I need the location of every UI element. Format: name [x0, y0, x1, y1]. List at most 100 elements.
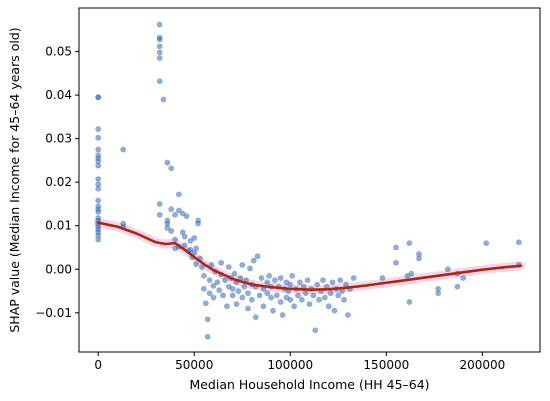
- scatter-point: [310, 292, 317, 299]
- scatter-point: [95, 162, 102, 169]
- scatter-point: [216, 287, 223, 294]
- y-tick-label: −0.01: [35, 306, 72, 320]
- scatter-point: [229, 285, 236, 292]
- scatter-point: [95, 176, 102, 183]
- scatter-point: [156, 78, 163, 85]
- scatter-point: [321, 294, 328, 301]
- scatter-point: [222, 277, 228, 284]
- scatter-point: [264, 290, 271, 297]
- x-axis-ticks: 0 50000 100000 150000 200000: [94, 352, 505, 372]
- y-tick-label: 0.01: [45, 219, 72, 233]
- scatter-point: [416, 255, 422, 262]
- scatter-point: [95, 197, 102, 204]
- scatter-point: [331, 307, 338, 314]
- scatter-point: [454, 283, 461, 290]
- scatter-point: [231, 270, 238, 277]
- scatter-point: [200, 285, 207, 292]
- scatter-point: [156, 49, 163, 56]
- scatter-point: [156, 43, 163, 50]
- scatter-point: [164, 224, 171, 231]
- scatter-point: [252, 314, 259, 321]
- scatter-point: [316, 296, 323, 303]
- y-axis-label: SHAP value (Median Income for 45–64 year…: [7, 27, 22, 332]
- scatter-point: [296, 279, 303, 286]
- scatter-point: [312, 327, 319, 334]
- scatter-point: [95, 134, 102, 141]
- scatter-point: [295, 292, 301, 299]
- scatter-point: [191, 235, 198, 241]
- scatter-point: [156, 211, 163, 218]
- scatter-point: [337, 277, 344, 284]
- scatter-point: [273, 292, 280, 299]
- scatter-point: [187, 246, 194, 253]
- y-tick-label: 0.05: [45, 45, 72, 59]
- scatter-point: [233, 301, 240, 308]
- scatter-point: [235, 288, 242, 294]
- x-axis-label: Median Household Income (HH 45–64): [189, 377, 429, 392]
- scatter-point: [218, 259, 225, 266]
- scatter-point: [199, 264, 205, 270]
- scatter-point: [341, 296, 347, 303]
- scatter-point: [345, 312, 351, 318]
- x-tick-label: 0: [94, 358, 102, 372]
- scatter-point: [302, 290, 309, 297]
- scatter-point: [250, 257, 257, 264]
- scatter-point: [168, 206, 175, 213]
- scatter-point: [254, 253, 261, 260]
- scatter-point: [210, 282, 217, 289]
- scatter-point: [264, 279, 271, 286]
- scatter-point: [435, 290, 442, 297]
- scatter-point: [168, 228, 175, 234]
- scatter-point: [256, 292, 263, 299]
- scatter-point: [187, 238, 194, 244]
- scatter-point: [95, 185, 102, 192]
- scatter-point: [175, 191, 182, 198]
- scatter-point: [279, 312, 286, 318]
- scatter-point: [320, 277, 326, 284]
- scatter-point: [306, 301, 313, 308]
- plot-frame: [78, 7, 541, 353]
- scatter-point: [95, 126, 102, 132]
- y-tick-label: 0.00: [45, 262, 72, 276]
- scatter-point: [270, 307, 276, 314]
- scatter-point: [272, 277, 278, 284]
- scatter-point: [95, 146, 102, 153]
- scatter-point: [200, 272, 207, 279]
- scatter-point: [444, 266, 451, 273]
- x-tick-label: 150000: [363, 358, 409, 372]
- scatter-point: [204, 316, 211, 323]
- scatter-point: [245, 290, 251, 297]
- scatter-point: [164, 159, 171, 166]
- scatter-point: [393, 259, 399, 266]
- scatter-point: [193, 245, 200, 252]
- scatter-point: [350, 275, 357, 281]
- scatter-point: [406, 240, 413, 247]
- scatter-point: [266, 272, 273, 279]
- scatter-point: [460, 275, 467, 281]
- scatter-point: [287, 296, 294, 303]
- scatter-point: [206, 290, 213, 297]
- scatter-point: [408, 270, 415, 277]
- scatter-point: [168, 165, 175, 172]
- scatter-point: [181, 233, 188, 240]
- scatter-point: [277, 299, 284, 305]
- scatter-point: [95, 208, 102, 215]
- scatter-point: [229, 292, 236, 299]
- scatter-point: [327, 290, 334, 297]
- scatter-point: [120, 146, 127, 153]
- scatter-point: [195, 220, 201, 227]
- scatter-point: [379, 275, 386, 281]
- scatter-point: [95, 94, 102, 101]
- scatter-point: [247, 265, 253, 272]
- scatter-point: [248, 296, 255, 303]
- scatter-point: [325, 303, 332, 310]
- trend-line: [96, 221, 523, 292]
- scatter-point: [202, 300, 209, 307]
- scatter-point: [156, 201, 163, 207]
- scatter-point: [160, 96, 167, 103]
- y-tick-label: 0.04: [45, 88, 72, 102]
- scatter-point: [206, 277, 213, 284]
- scatter-point: [258, 275, 265, 281]
- scatter-point: [225, 264, 232, 270]
